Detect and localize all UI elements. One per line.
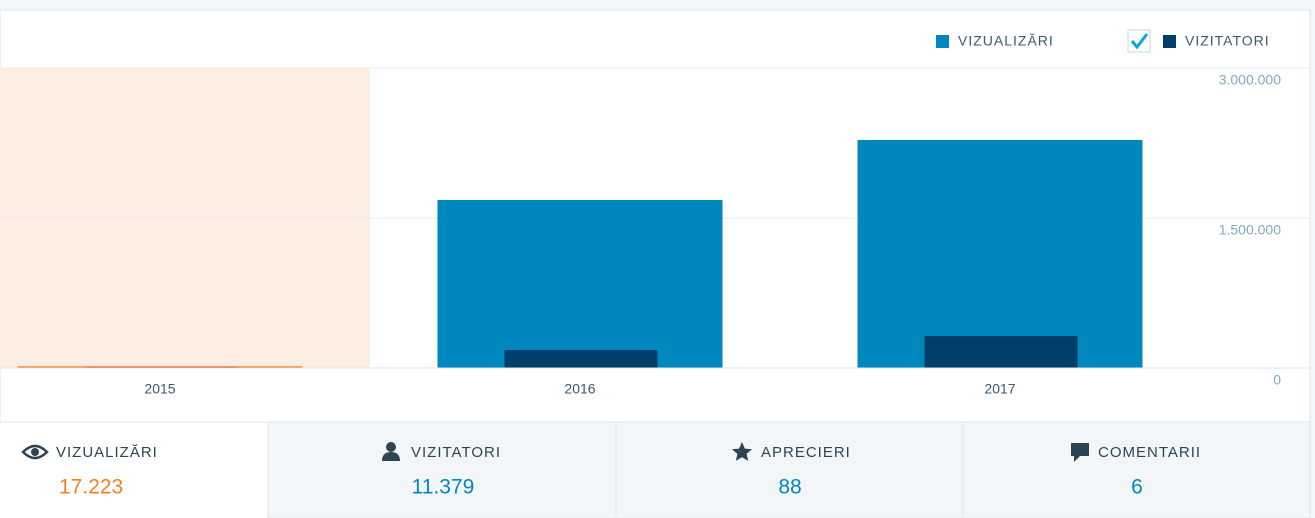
y-tick-label: 1.500.000: [1219, 222, 1281, 238]
summary-tab[interactable]: [267, 421, 617, 518]
y-tick-label: 0: [1273, 372, 1281, 388]
x-tick-label: 2017: [984, 381, 1015, 397]
bar: [84, 366, 238, 368]
legend-swatch: [1163, 35, 1176, 48]
legend-label: VIZITATORI: [1185, 33, 1270, 49]
summary-value: 88: [778, 476, 801, 499]
summary-tab[interactable]: [0, 422, 268, 518]
summary-label: APRECIERI: [761, 444, 851, 461]
chart: 0 1.500.000 3.000.000 2015 2016 2017 VIZUALIZĂ…: [0, 33, 1310, 397]
y-tick-label: 3.000.000: [1219, 72, 1281, 88]
bar: [857, 140, 1143, 368]
summary-value: 17.223: [59, 476, 123, 499]
checkmark: [1130, 33, 1149, 50]
summary-label: VIZITATORI: [411, 444, 501, 461]
bar: [924, 336, 1078, 368]
summary-value: 6: [1131, 476, 1143, 499]
legend-swatch: [936, 35, 949, 48]
star-icon: [731, 442, 752, 461]
legend-checkbox[interactable]: [1127, 29, 1151, 53]
x-tick-label: 2016: [564, 381, 595, 397]
summary-tab[interactable]: [615, 421, 964, 518]
eye-icon: [21, 444, 49, 460]
x-tick-label: 2015: [144, 381, 175, 397]
summary-label: COMENTARII: [1098, 444, 1201, 461]
summary-label: VIZUALIZĂRI: [56, 444, 158, 461]
bar: [504, 350, 658, 368]
person-icon: [382, 442, 400, 461]
summary-value: 11.379: [412, 476, 475, 499]
summary-tab[interactable]: [962, 421, 1311, 518]
legend-label: VIZUALIZĂRI: [958, 33, 1054, 49]
bar: [437, 200, 723, 368]
comment-icon: [1071, 443, 1089, 462]
